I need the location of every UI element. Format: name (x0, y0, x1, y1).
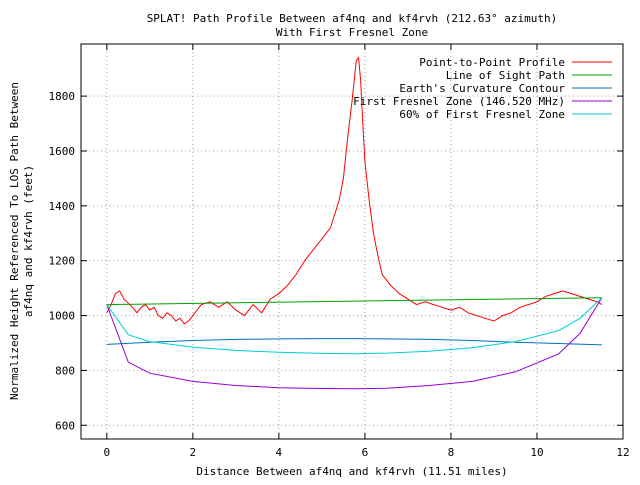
series-line-60-of-first-fresnel-zone (106, 297, 603, 355)
y-axis-label-line2: af4nq and kf4rvh (feet) (22, 165, 35, 317)
y-axis-label-line1: Normalized Height Referenced To LOS Path… (8, 82, 21, 400)
x-tick-label: 12 (616, 446, 629, 459)
legend-entry-label: First Fresnel Zone (146.520 MHz) (353, 95, 565, 108)
series-line-line-of-sight-path (106, 297, 602, 306)
legend-entry-label: Point-to-Point Profile (419, 56, 565, 69)
series-lines (106, 56, 603, 390)
x-tick-label: 2 (190, 446, 197, 459)
legend-entry-label: 60% of First Fresnel Zone (399, 108, 565, 121)
y-tick-label: 1600 (49, 145, 76, 158)
y-tick-label: 1400 (49, 200, 76, 213)
legend-entry-label: Line of Sight Path (446, 69, 565, 82)
y-tick-label: 1200 (49, 255, 76, 268)
y-tick-label: 600 (55, 419, 75, 432)
x-axis-label: Distance Between af4nq and kf4rvh (11.51… (196, 465, 507, 478)
chart-subtitle: With First Fresnel Zone (276, 26, 428, 39)
plot-frame (80, 43, 624, 440)
series-line-first-fresnel-zone-146-520-mhz (106, 297, 603, 390)
x-tick-label: 8 (448, 446, 455, 459)
x-tick-label: 10 (530, 446, 543, 459)
chart-title: SPLAT! Path Profile Between af4nq and kf… (147, 12, 558, 25)
x-tick-label: 6 (362, 446, 369, 459)
y-tick-label: 1800 (49, 90, 76, 103)
axis-ticks: 0 2 4 6 8 10 12 600 800 1000 1200 1400 1600 1800 (49, 44, 630, 459)
legend-entry-label: Earth's Curvature Contour (399, 82, 565, 95)
series-line-earth-s-curvature-contour (106, 338, 602, 346)
series-line-point-to-point-profile (106, 56, 603, 325)
y-tick-label: 800 (55, 364, 75, 377)
x-tick-label: 4 (276, 446, 283, 459)
y-tick-label: 1000 (49, 310, 76, 323)
x-tick-label: 0 (103, 446, 110, 459)
